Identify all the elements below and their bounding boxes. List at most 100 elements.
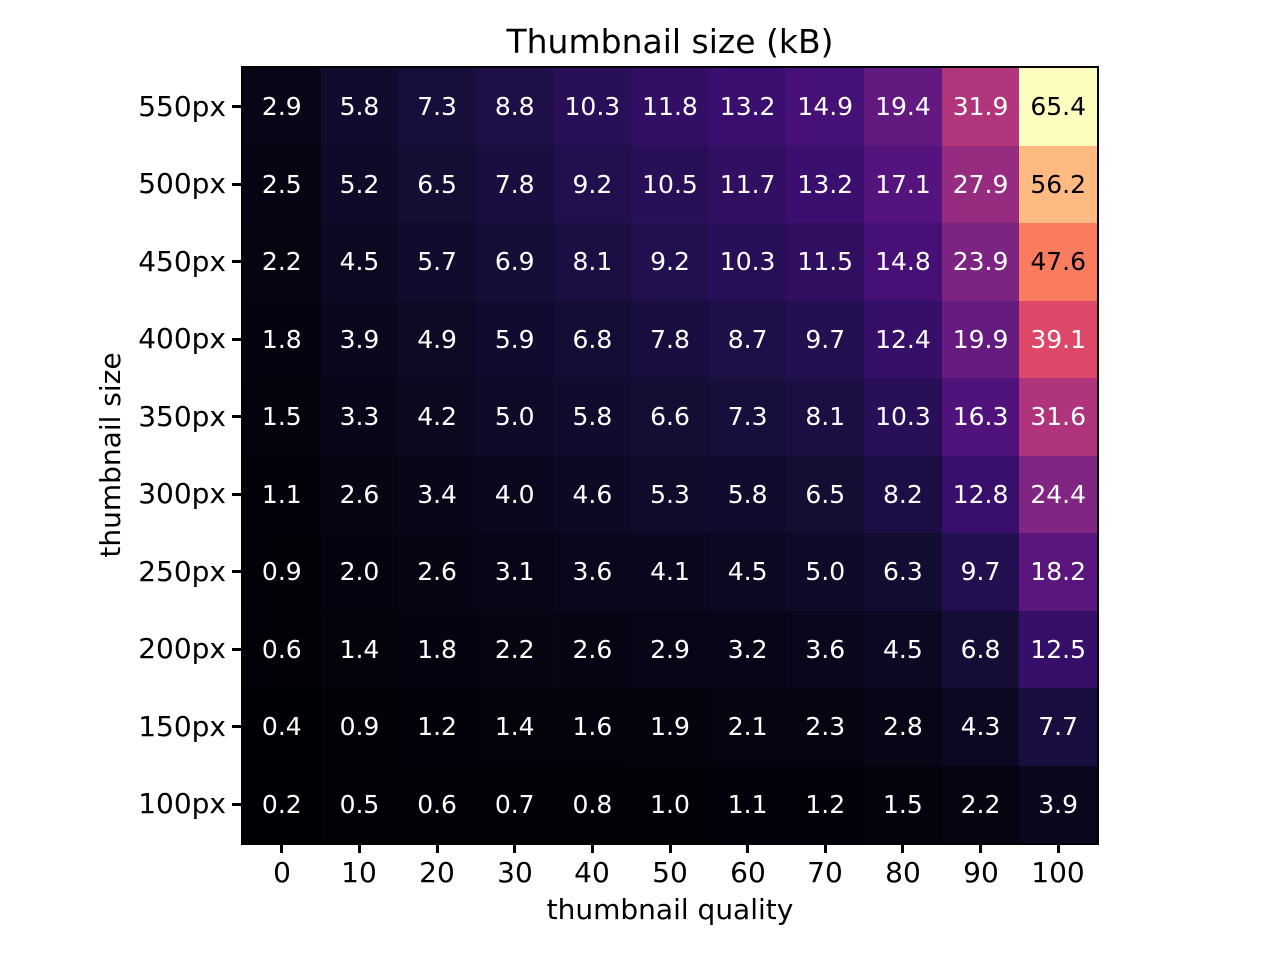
heatmap-cell: 9.2 [631,223,709,301]
heatmap-cell: 12.4 [864,300,942,378]
cell-value: 10.3 [875,402,931,432]
heatmap-cell: 3.2 [708,610,787,688]
x-axis-label: thumbnail quality [546,893,794,926]
heatmap-cell: 4.5 [320,223,399,301]
heatmap-cell: 1.2 [398,688,476,766]
cell-value: 5.0 [494,402,535,432]
y-tick-mark [232,493,242,496]
cell-value: 2.6 [339,479,380,509]
y-tick-mark [232,105,242,108]
cell-value: 9.7 [960,557,1001,587]
cell-value: 2.3 [805,712,846,742]
cell-value: 65.4 [1030,92,1086,122]
cell-value: 3.6 [805,634,846,664]
cell-value: 8.7 [727,324,768,354]
x-tick-mark [901,845,904,853]
heatmap-cell: 0.2 [243,765,321,843]
cell-value: 8.2 [883,479,923,509]
heatmap-cell: 2.2 [243,223,321,301]
cell-value: 2.2 [960,789,1001,819]
x-tick-mark [280,845,283,853]
cell-value: 27.9 [952,169,1009,199]
heatmap-cell: 0.9 [320,688,399,766]
cell-value: 1.9 [650,712,690,742]
heatmap-cell: 5.8 [553,378,632,456]
heatmap-cell: 6.6 [631,378,709,456]
y-tick-mark [232,725,242,728]
cell-value: 4.1 [650,557,690,587]
y-tick-mark [232,570,242,573]
cell-value: 5.8 [727,479,768,509]
cell-value: 6.6 [650,402,690,432]
heatmap-cell: 6.8 [941,610,1020,688]
cell-value: 13.2 [797,169,854,199]
cell-value: 12.5 [1030,634,1086,664]
heatmap-cell: 0.6 [243,610,321,688]
heatmap-cell: 31.6 [1019,378,1097,456]
cell-value: 3.4 [417,479,457,509]
cell-value: 2.5 [261,169,302,199]
cell-value: 4.9 [417,324,457,354]
heatmap-cell: 0.9 [243,533,321,611]
heatmap-cell: 14.9 [786,68,865,146]
cell-value: 18.2 [1030,557,1086,587]
cell-value: 3.1 [494,557,535,587]
chart-title: Thumbnail size (kB) [506,22,834,61]
cell-value: 6.8 [960,634,1001,664]
x-tick-mark [824,845,827,853]
cell-value: 11.8 [642,92,698,122]
x-tick-label: 20 [419,856,455,889]
cell-value: 2.0 [339,557,380,587]
y-tick-mark [232,803,242,806]
cell-value: 6.3 [883,557,923,587]
x-tick-label: 10 [341,856,377,889]
x-tick-label: 60 [730,856,766,889]
cell-value: 1.2 [417,712,457,742]
heatmap-cell: 9.7 [941,533,1020,611]
cell-value: 0.5 [339,789,380,819]
cell-value: 3.9 [339,324,380,354]
y-tick-label: 400px [138,322,226,355]
heatmap-cell: 1.5 [243,378,321,456]
heatmap-cell: 31.9 [941,68,1020,146]
heatmap-cell: 18.2 [1019,533,1097,611]
y-tick-label: 450px [138,245,226,278]
cell-value: 19.9 [952,324,1009,354]
y-tick-label: 550px [138,90,226,123]
heatmap-cell: 4.5 [708,533,787,611]
heatmap-cell: 2.0 [320,533,399,611]
heatmap-cell: 0.4 [243,688,321,766]
heatmap-cell: 2.5 [243,145,321,223]
cell-value: 19.4 [875,92,931,122]
cell-value: 1.6 [572,712,613,742]
heatmap-cell: 9.2 [553,145,632,223]
heatmap-cell: 19.9 [941,300,1020,378]
cell-value: 2.2 [261,247,302,277]
heatmap-cell: 2.3 [786,688,865,766]
heatmap-cell: 4.9 [398,300,476,378]
heatmap-cell: 1.2 [786,765,865,843]
cell-value: 8.8 [494,92,535,122]
cell-value: 6.5 [805,479,846,509]
heatmap-cell: 4.5 [864,610,942,688]
cell-value: 7.8 [650,324,690,354]
heatmap-cell: 8.8 [475,68,554,146]
cell-value: 0.9 [339,712,380,742]
heatmap-cell: 4.3 [941,688,1020,766]
heatmap-cell: 7.3 [398,68,476,146]
heatmap-cell: 14.8 [864,223,942,301]
heatmap-cell: 27.9 [941,145,1020,223]
cell-value: 1.4 [494,712,535,742]
heatmap-cell: 56.2 [1019,145,1097,223]
cell-value: 0.6 [417,789,457,819]
heatmap-cell: 1.5 [864,765,942,843]
y-tick-label: 250px [138,555,226,588]
heatmap-cell: 2.2 [475,610,554,688]
cell-value: 5.0 [805,557,846,587]
cell-value: 11.7 [719,169,776,199]
heatmap-cell: 1.6 [553,688,632,766]
cell-value: 9.2 [650,247,690,277]
heatmap-cell: 13.2 [708,68,787,146]
heatmap-cell: 47.6 [1019,223,1097,301]
heatmap-cell: 3.4 [398,455,476,533]
